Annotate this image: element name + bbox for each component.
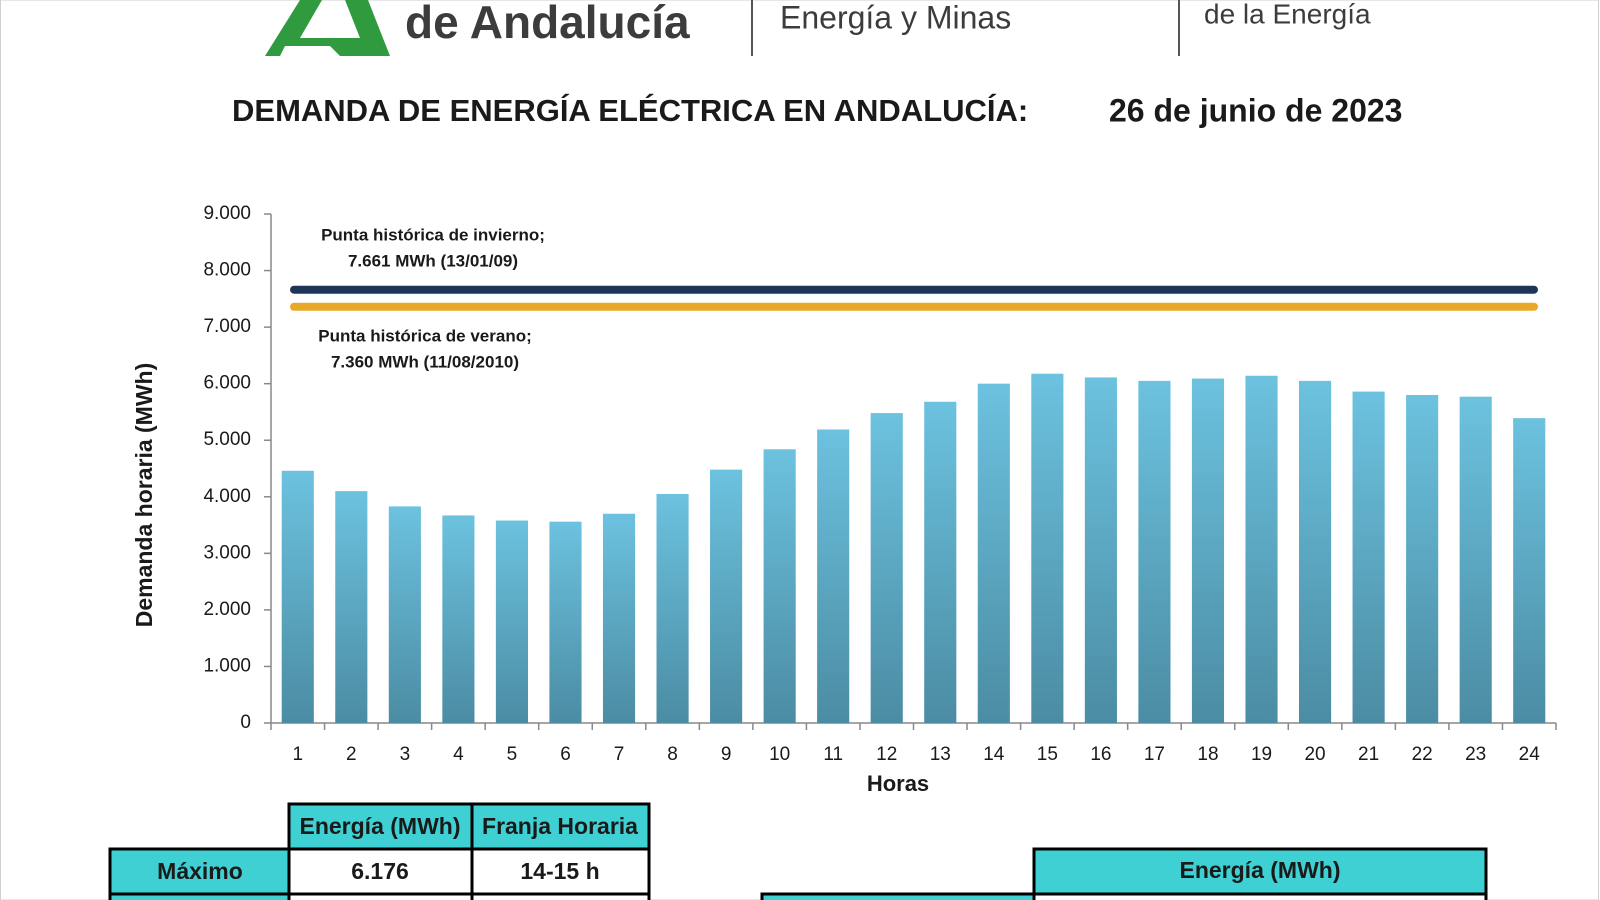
- logo-mark: [265, 0, 390, 56]
- x-tick-label: 21: [1358, 744, 1379, 765]
- table-header: Energía (MWh): [300, 813, 461, 839]
- reference-annotation: 7.360 MWh (11/08/2010): [331, 352, 519, 371]
- bar: [1352, 391, 1385, 723]
- bar: [1459, 396, 1492, 723]
- x-tick-label: 1: [292, 744, 303, 765]
- x-tick-label: 12: [876, 744, 897, 765]
- table-cell: 14-15 h: [520, 858, 599, 884]
- reference-annotation: Punta histórica de verano;: [318, 326, 532, 345]
- y-axis-title: Demanda horaria (MWh): [131, 363, 157, 628]
- x-tick-label: 7: [614, 744, 625, 765]
- reference-annotation: 7.661 MWh (13/01/09): [348, 251, 518, 270]
- bar: [656, 493, 689, 723]
- bar: [1299, 380, 1332, 723]
- bar: [335, 491, 368, 723]
- department: Energía y Minas: [780, 0, 1011, 35]
- bar: [281, 470, 314, 723]
- x-tick-label: 19: [1251, 744, 1272, 765]
- x-tick-label: 14: [983, 744, 1005, 765]
- x-tick-label: 3: [400, 744, 411, 765]
- logo-text: de Andalucía: [405, 0, 690, 48]
- y-tick-label: 5.000: [203, 429, 251, 450]
- bar: [977, 383, 1010, 723]
- y-tick-label: 2.000: [203, 599, 251, 620]
- table-header: Energía (MWh): [1180, 857, 1341, 883]
- chart-title: DEMANDA DE ENERGÍA ELÉCTRICA EN ANDALUCÍ…: [232, 93, 1028, 128]
- bar: [1031, 373, 1064, 723]
- x-tick-label: 4: [453, 744, 464, 765]
- bar: [602, 513, 636, 723]
- x-tick-label: 18: [1197, 744, 1218, 765]
- x-tick-label: 2: [346, 744, 357, 765]
- table-header: Franja Horaria: [482, 813, 638, 839]
- y-tick-label: 0: [240, 712, 251, 733]
- table-row-label: [108, 892, 291, 900]
- bar: [870, 413, 903, 723]
- bar: [1084, 377, 1117, 723]
- table-cell: 6.176: [351, 858, 409, 884]
- bar: [763, 449, 796, 723]
- bar: [549, 521, 582, 723]
- x-tick-label: 9: [721, 744, 732, 765]
- bar: [442, 515, 475, 723]
- table-row-label: [108, 847, 291, 896]
- bar: [388, 506, 421, 723]
- bar: [1513, 418, 1546, 723]
- x-tick-label: 20: [1304, 744, 1325, 765]
- bar: [817, 429, 850, 723]
- x-tick-label: 5: [507, 744, 518, 765]
- agency: de la Energía: [1204, 0, 1371, 29]
- bar: [1191, 378, 1225, 723]
- x-tick-label: 10: [769, 744, 790, 765]
- y-tick-label: 1.000: [203, 655, 251, 676]
- x-tick-label: 11: [823, 744, 843, 765]
- table-row-label: [760, 892, 1036, 900]
- table-row-label: Máximo: [157, 858, 243, 884]
- x-axis-title: Horas: [867, 771, 929, 796]
- x-tick-label: 24: [1519, 744, 1541, 765]
- x-tick-label: 16: [1090, 744, 1111, 765]
- bar: [495, 520, 528, 723]
- table-max: [108, 802, 651, 900]
- table-energy: [760, 847, 1488, 900]
- chart-subtitle: 26 de junio de 2023: [1109, 92, 1402, 128]
- bar: [1245, 375, 1278, 723]
- x-tick-label: 15: [1037, 744, 1058, 765]
- y-tick-label: 9.000: [203, 203, 251, 224]
- x-tick-label: 17: [1144, 744, 1165, 765]
- table-cell: [287, 892, 474, 900]
- bar: [1406, 394, 1439, 723]
- x-tick-label: 8: [667, 744, 678, 765]
- x-tick-label: 23: [1465, 744, 1486, 765]
- x-tick-label: 22: [1412, 744, 1433, 765]
- y-tick-label: 4.000: [203, 486, 251, 507]
- bar: [924, 401, 957, 723]
- table-cell: [470, 892, 651, 900]
- x-tick-label: 6: [560, 744, 571, 765]
- table-cell: [1032, 892, 1488, 900]
- bar: [1138, 380, 1171, 723]
- x-tick-label: 13: [930, 744, 951, 765]
- reference-annotation: Punta histórica de invierno;: [321, 225, 545, 244]
- bar: [710, 469, 743, 723]
- table-cell: [287, 847, 474, 896]
- y-tick-label: 7.000: [203, 316, 251, 337]
- y-tick-label: 3.000: [203, 542, 251, 563]
- y-tick-label: 6.000: [203, 373, 251, 394]
- y-tick-label: 8.000: [203, 260, 251, 281]
